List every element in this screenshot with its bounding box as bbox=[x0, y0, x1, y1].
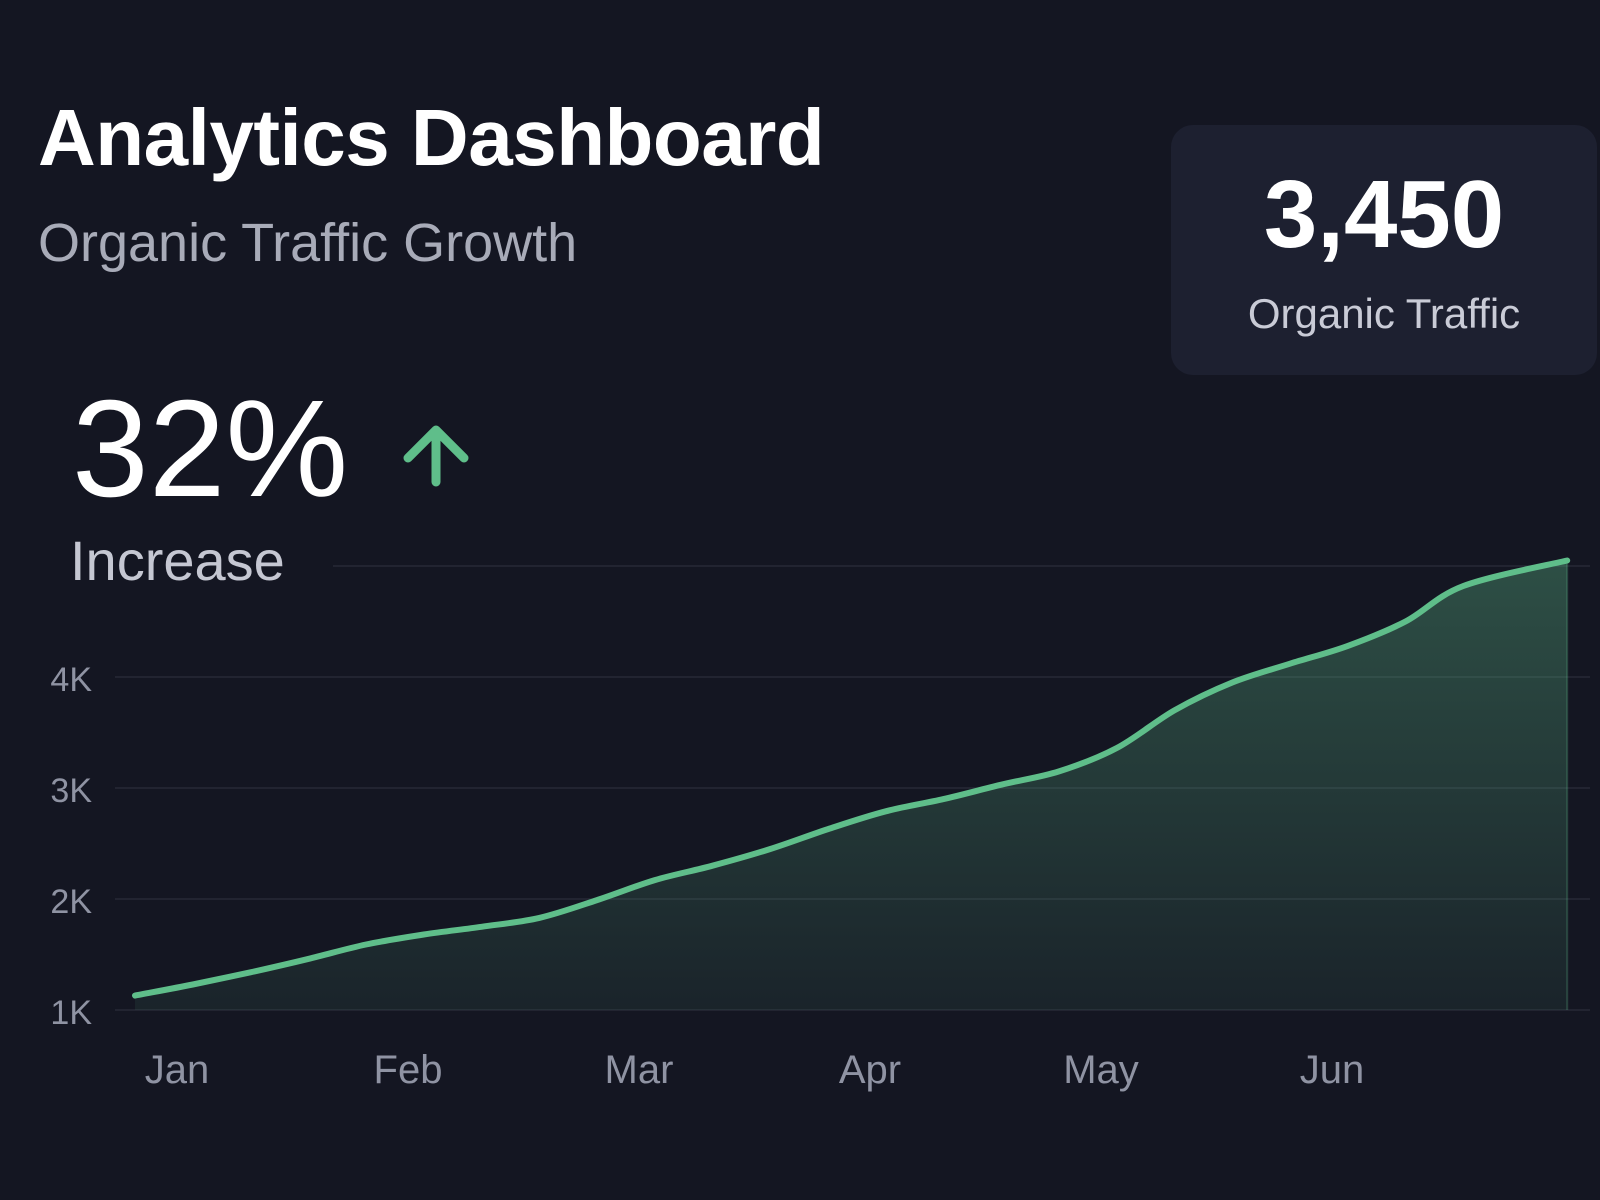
data-point bbox=[594, 897, 600, 903]
y-tick-label: 1K bbox=[50, 994, 92, 1032]
data-point bbox=[1403, 619, 1409, 625]
y-tick-label: 2K bbox=[50, 883, 92, 921]
data-point bbox=[1172, 707, 1178, 713]
data-point bbox=[479, 924, 485, 930]
page-subtitle: Organic Traffic Growth bbox=[38, 213, 578, 273]
data-point bbox=[941, 796, 947, 802]
series-area bbox=[135, 560, 1568, 1010]
kpi-value: 3,450 bbox=[1263, 161, 1505, 268]
data-point bbox=[1056, 768, 1062, 774]
data-point bbox=[132, 993, 138, 999]
x-axis: Jan Feb Mar Apr May Jun bbox=[145, 1048, 1365, 1092]
y-tick-label: 3K bbox=[50, 772, 92, 810]
data-point bbox=[652, 877, 658, 883]
x-tick-label: Apr bbox=[839, 1048, 901, 1092]
kpi-label: Organic Traffic bbox=[1247, 290, 1521, 337]
data-point bbox=[190, 981, 196, 987]
data-point bbox=[305, 956, 311, 962]
series-layer bbox=[132, 557, 1571, 1010]
x-tick-label: Mar bbox=[605, 1048, 674, 1092]
data-point bbox=[1287, 661, 1293, 667]
data-point bbox=[1114, 745, 1120, 751]
data-point bbox=[1345, 643, 1351, 649]
page-title: Analytics Dashboard bbox=[38, 93, 825, 182]
data-point bbox=[536, 915, 542, 921]
data-point bbox=[710, 863, 716, 869]
growth-label: Increase bbox=[70, 529, 285, 592]
data-point bbox=[883, 808, 889, 814]
series-line bbox=[132, 557, 1571, 999]
x-tick-label: Feb bbox=[374, 1048, 443, 1092]
x-tick-label: Jun bbox=[1300, 1048, 1365, 1092]
data-point bbox=[998, 782, 1004, 788]
data-point bbox=[248, 969, 254, 975]
growth-percent: 32% bbox=[72, 372, 349, 526]
x-tick-label: Jan bbox=[145, 1048, 210, 1092]
data-point bbox=[1460, 583, 1466, 589]
data-point bbox=[767, 846, 773, 852]
data-point bbox=[825, 826, 831, 832]
y-axis: 1K 2K 3K 4K bbox=[50, 661, 92, 1032]
y-tick-label: 4K bbox=[50, 661, 92, 699]
data-point bbox=[1229, 680, 1235, 686]
arrow-up-icon bbox=[403, 425, 469, 487]
data-point bbox=[1564, 557, 1570, 563]
data-point bbox=[363, 942, 369, 948]
kpi-card: 3,450 Organic Traffic bbox=[1171, 125, 1597, 375]
data-point bbox=[421, 932, 427, 938]
x-tick-label: May bbox=[1063, 1048, 1139, 1092]
